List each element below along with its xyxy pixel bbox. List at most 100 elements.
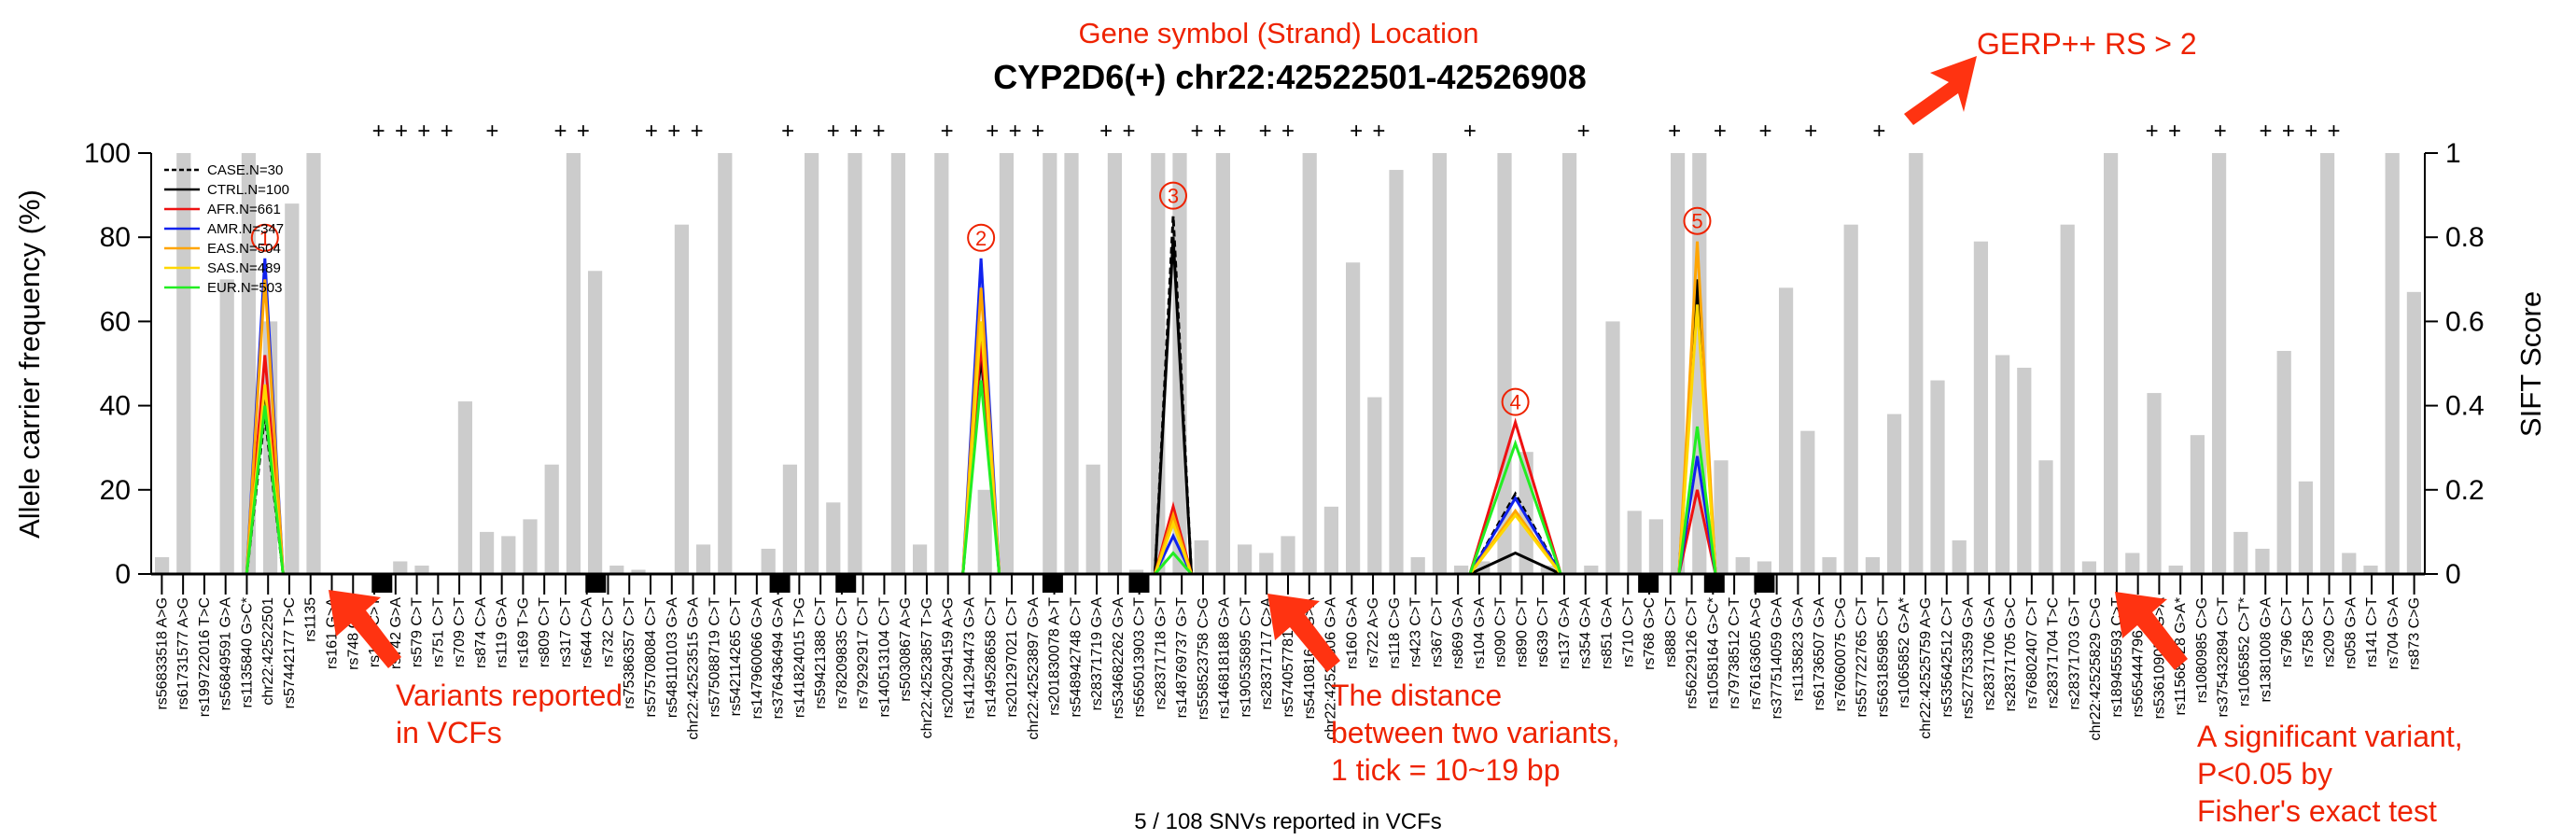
snp-label: rs104 G>A <box>1472 597 1488 669</box>
gerp-plus-marker: + <box>645 119 658 144</box>
snp-label: rs28371717 C>A <box>1259 597 1275 710</box>
snp-label: rs575088719 C>T <box>707 597 722 718</box>
variant-cluster-block <box>585 574 607 593</box>
sift-bar <box>934 153 949 574</box>
annotation-gerp: GERP++ RS > 2 <box>1977 27 2197 61</box>
snp-label: rs56229126 C>T <box>1685 597 1701 709</box>
series-line-6 <box>151 380 2425 576</box>
circled-number-text: 4 <box>1509 391 1520 414</box>
gerp-plus-marker: + <box>1577 119 1590 144</box>
gerp-plus-marker: + <box>417 119 430 144</box>
sift-bar <box>1346 262 1361 574</box>
left-axis-ticks: 0 20 40 60 80 100 <box>84 138 151 590</box>
snp-label: rs090 C>T <box>1493 597 1509 667</box>
snp-label: rs200294159 A>G <box>941 597 957 718</box>
sift-bar <box>1973 241 1988 574</box>
gerp-plus-marker: + <box>781 119 794 144</box>
snp-label: rs851 G>A <box>1599 597 1615 669</box>
y-axis-label: Allele carrier frequency (%) <box>13 189 46 539</box>
snp-label: rs1080985 C>G <box>2194 597 2210 703</box>
sift-bar <box>609 565 624 574</box>
legend-label: EUR.N=503 <box>207 280 282 296</box>
gerp-plus-marker: + <box>1668 119 1681 144</box>
gerp-plus-marker: + <box>1099 119 1113 144</box>
sift-bar <box>1671 153 1686 574</box>
gerp-plus-marker: + <box>1463 119 1477 144</box>
snp-label: rs79292917 C>T <box>856 597 872 709</box>
sift-bar <box>2276 350 2291 574</box>
sift-bar <box>977 489 992 574</box>
snp-label: rs874 C>A <box>473 597 489 668</box>
snp-label: rs56849591 G>A <box>218 597 234 711</box>
sift-bar <box>2363 565 2378 574</box>
sift-bar <box>219 279 234 574</box>
snp-label: rs76802407 C>T <box>2024 597 2040 709</box>
gerp-plus-marker: + <box>372 119 385 144</box>
sift-bar <box>1410 556 1425 574</box>
snp-label: rs1135840 G>C* <box>239 597 255 707</box>
gerp-plus-marker: + <box>667 119 680 144</box>
snp-label: rs28371705 G>C <box>2003 597 2019 711</box>
sift-bar <box>718 153 733 574</box>
snp-label: rs809 C>T <box>537 597 553 667</box>
axes <box>150 153 2426 576</box>
snp-label: rs78209835 C>T <box>834 597 850 709</box>
sift-bar <box>2060 224 2075 575</box>
snp-label-layer: rs56833518 A>G rs61731577 A>G rs199722016 … <box>154 597 2422 741</box>
annotation-vcf-line1: Variants reported <box>396 679 623 712</box>
gerp-plus-marker: + <box>395 119 408 144</box>
variant-cluster-block <box>1638 574 1659 593</box>
circled-number <box>967 223 996 252</box>
sift-bar <box>1605 321 1620 574</box>
sift-bar <box>1389 170 1404 575</box>
snp-label: rs59421388 C>T <box>813 597 829 709</box>
variant-cluster-block <box>835 574 857 593</box>
sift-bar <box>761 548 776 574</box>
sift-bar <box>674 224 689 575</box>
sift-bar <box>1302 153 1317 574</box>
gerp-plus-marker: + <box>873 119 886 144</box>
gerp-plus-marker: + <box>1350 119 1363 144</box>
sift-bar <box>285 203 300 574</box>
snp-label: rs57442177 T>C <box>282 597 298 708</box>
sift-bar <box>1909 153 1924 574</box>
gerp-plus-marker: + <box>441 119 454 144</box>
y-tick-label: 40 <box>100 391 131 422</box>
right-axis-ticks: 0 0.2 0.4 0.6 0.8 1 <box>2425 138 2485 590</box>
sift-bar <box>2125 553 2140 574</box>
y-tick-label: 80 <box>100 222 131 253</box>
gerp-plus-marker: + <box>1122 119 1135 144</box>
sift-bar <box>1215 153 1230 574</box>
series-line-0 <box>151 216 2425 576</box>
arrow-distance <box>1267 594 1340 672</box>
sift-bar <box>2406 291 2421 574</box>
y2-tick-label: 0.2 <box>2445 475 2485 506</box>
circled-number-text: 2 <box>975 227 987 250</box>
snp-label: rs709 C>T <box>452 597 468 667</box>
gerp-plus-marker: + <box>827 119 840 144</box>
snp-label: rs873 C>G <box>2407 597 2423 670</box>
chart-footer: 5 / 108 SNVs reported in VCFs <box>1134 809 1441 834</box>
gerp-plus-marker: + <box>485 119 498 144</box>
gerp-plus-marker: + <box>1031 119 1044 144</box>
sift-bars-layer <box>155 153 2421 575</box>
sift-bar <box>2212 153 2227 574</box>
y-tick-label: 100 <box>84 138 131 169</box>
legend-label: CASE.N=30 <box>207 162 283 178</box>
snp-label: chr22:42525829 C>G <box>2088 597 2104 740</box>
sift-bar <box>2147 393 2162 574</box>
sift-bar <box>2385 153 2400 574</box>
snp-label: rs710 C>T <box>1620 597 1636 667</box>
snp-label: rs565013903 C>T <box>1132 597 1148 718</box>
annotation-vcf-line2: in VCFs <box>396 716 502 749</box>
snp-label: rs56833518 A>G <box>154 597 170 710</box>
arrow-significant <box>2115 592 2188 670</box>
snp-label: rs28371706 G>A <box>1981 597 1997 711</box>
snp-label: rs209 C>T <box>2322 597 2338 667</box>
snp-label: rs61731577 A>G <box>175 597 191 710</box>
circled-number <box>1683 206 1712 235</box>
snp-label: rs1135 <box>303 597 319 642</box>
sift-bar <box>1238 544 1253 574</box>
snp-label: rs751 C>T <box>430 597 446 667</box>
sift-bar <box>2038 460 2053 574</box>
